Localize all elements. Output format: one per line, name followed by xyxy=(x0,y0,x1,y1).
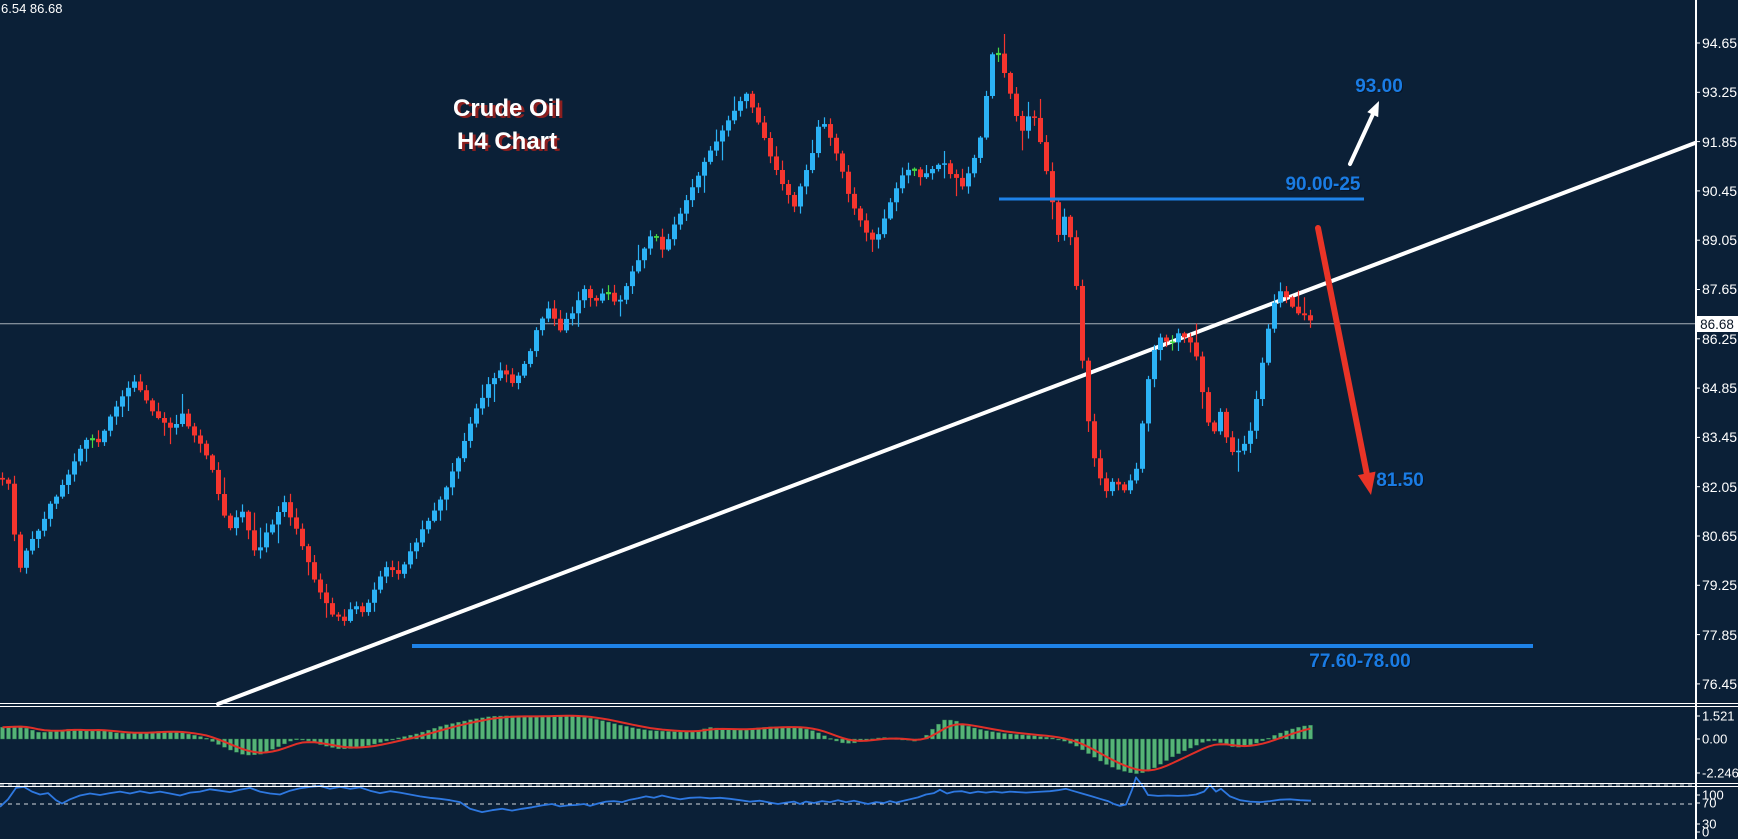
resistance-zone-label[interactable]: 90.00-25 xyxy=(1285,174,1361,195)
target-up-label[interactable]: 93.00 xyxy=(1355,76,1403,97)
pane-separator[interactable] xyxy=(0,706,1738,707)
chart-title-timeframe: H4 Chart xyxy=(456,128,558,155)
pane-separator[interactable] xyxy=(0,783,1738,784)
pane-separator[interactable] xyxy=(0,786,1738,787)
chart-title-symbol: Crude Oil xyxy=(452,95,562,122)
support-zone-label[interactable]: 77.60-78.00 xyxy=(1309,651,1411,672)
chart-title: Crude Oil H4 Chart xyxy=(453,92,561,158)
pane-separator[interactable] xyxy=(0,703,1738,704)
ohlc-info-line: 6.54 86.68 xyxy=(1,1,63,16)
current-price-box: 86.68 xyxy=(1696,316,1738,332)
price-axis-line xyxy=(1695,0,1697,839)
target-down-label[interactable]: 81.50 xyxy=(1376,470,1424,491)
